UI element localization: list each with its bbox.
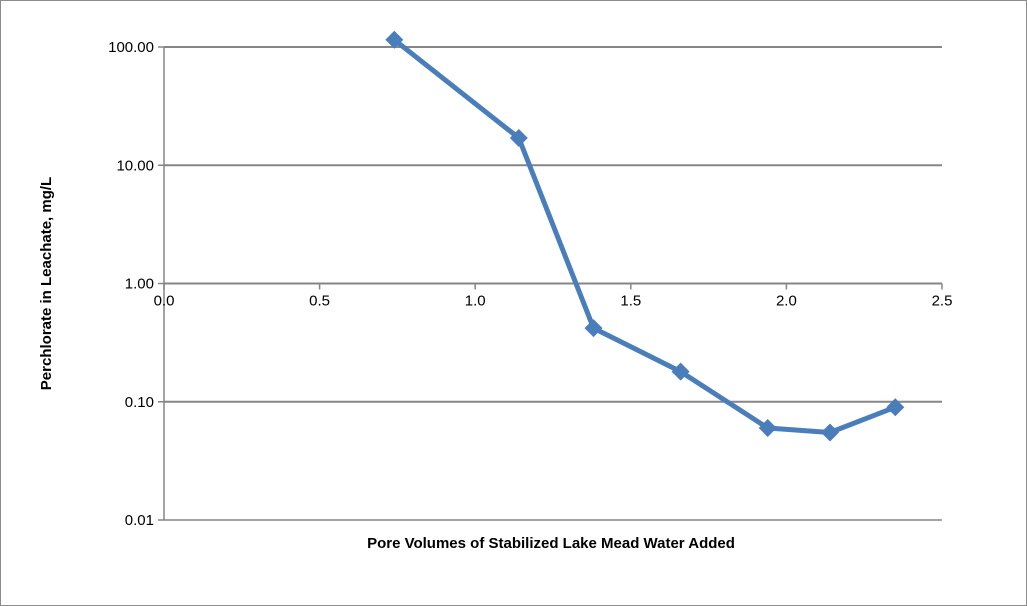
- grid-layer: [164, 46, 942, 403]
- y-tick-label: 0.10: [125, 394, 154, 411]
- x-tick-label: 0.5: [309, 293, 330, 310]
- data-point-marker: [758, 419, 777, 437]
- data-point-marker: [509, 129, 528, 147]
- x-axis-title: Pore Volumes of Stabilized Lake Mead Wat…: [367, 535, 735, 552]
- x-tick-label: 1.5: [620, 293, 641, 310]
- y-tick-label: 1.00: [125, 276, 154, 293]
- y-axis-title: Perchlorate in Leachate, mg/L: [38, 177, 55, 390]
- x-tick-label: 1.0: [465, 293, 486, 310]
- data-point-marker: [584, 319, 603, 338]
- axes-layer: [158, 46, 943, 521]
- series-layer: [391, 37, 898, 435]
- x-tick-label: 0.0: [154, 293, 175, 310]
- label-layer: 100.00 10.00 1.00 0.10 0.01 0.0 0.5 1.0 1.5 2.0 2.…: [38, 39, 952, 552]
- data-point-marker: [886, 398, 905, 417]
- y-tick-label: 100.00: [108, 39, 154, 56]
- marker-layer: [385, 30, 905, 442]
- y-tick-label: 10.00: [116, 157, 154, 174]
- x-tick-label: 2.0: [776, 293, 797, 310]
- data-point-marker: [671, 362, 690, 381]
- data-point-marker: [821, 423, 839, 442]
- x-tick-label: 2.5: [932, 293, 953, 310]
- y-tick-label: 0.01: [125, 512, 154, 529]
- data-point-marker: [385, 30, 404, 49]
- series-line: [391, 37, 898, 435]
